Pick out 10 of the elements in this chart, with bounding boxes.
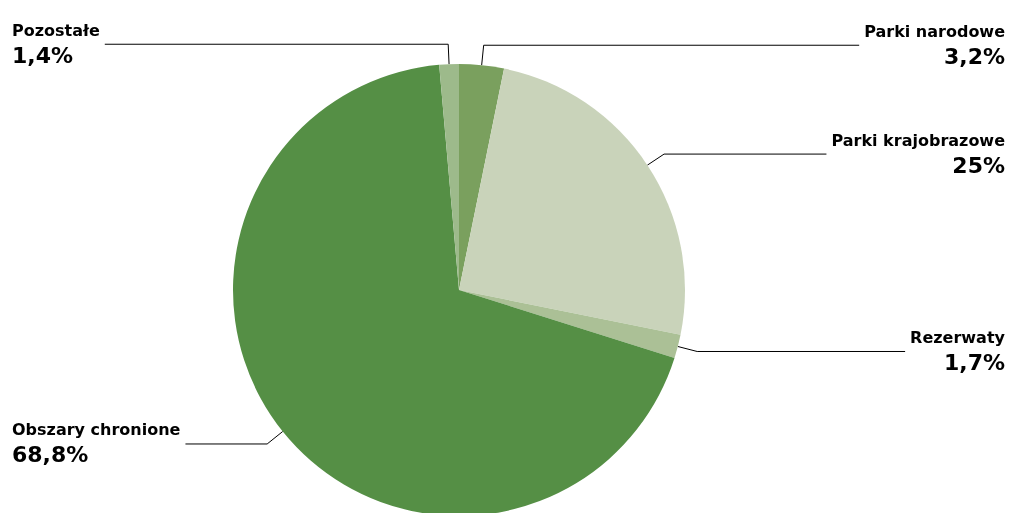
slice-label: Parki krajobrazowe: [831, 130, 1006, 150]
slice-label: Pozostałe: [12, 20, 100, 40]
data-label: 68,8%: [12, 442, 89, 468]
data-label: 3,2%: [943, 43, 1005, 69]
data-label: 1,7%: [943, 349, 1005, 375]
data-label: 25%: [952, 152, 1005, 178]
slice-label: Obszary chronione: [12, 420, 181, 440]
slice-label: Rezerwaty: [910, 327, 1006, 347]
data-label: 1,4%: [12, 42, 74, 68]
slice-label: Parki narodowe: [864, 21, 1006, 41]
